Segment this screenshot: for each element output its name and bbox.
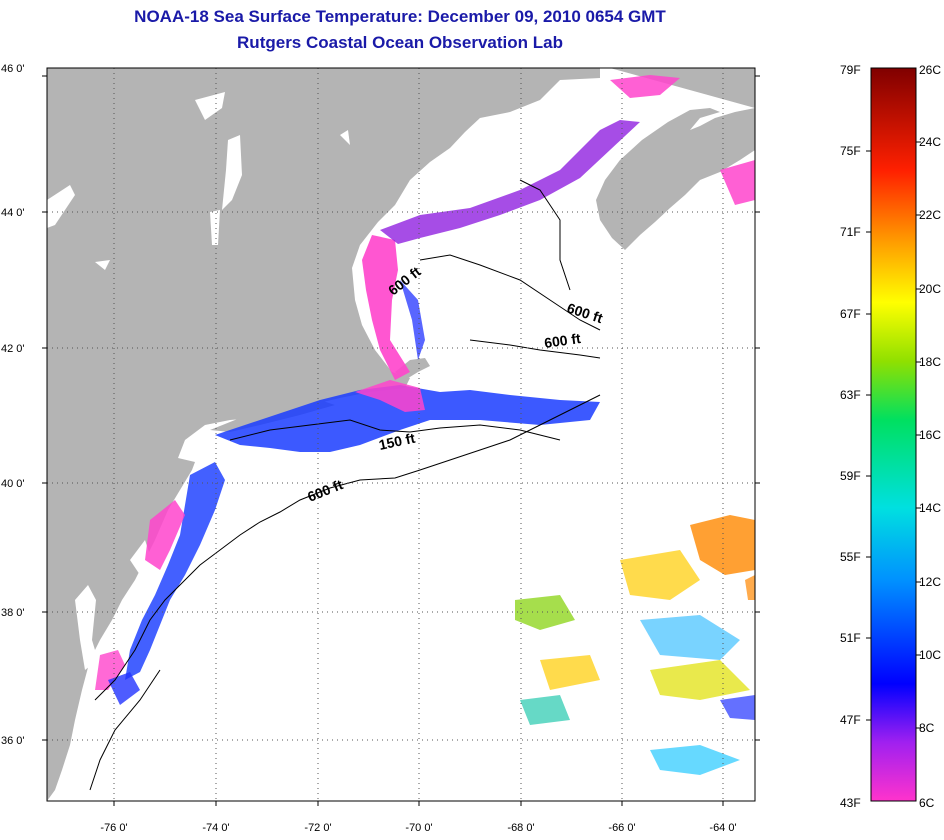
colorbar-c-label: 24C [919,135,941,149]
colorbar-c-label: 26C [919,63,941,77]
colorbar-f-label: 55F [840,550,861,564]
lat-label: 44 0' [1,207,25,219]
sst-pink-nj [145,500,185,570]
land-us-coast [47,68,600,801]
contour-600ft [469,339,601,359]
lake [222,135,242,210]
sst-warm-patch [650,745,740,775]
sst-warm-patch [640,615,740,660]
colorbar-ticks [866,141,921,729]
colorbar-c-label: 12C [919,575,941,589]
sst-warm-patch [650,660,750,700]
contour-600ft [519,179,571,291]
colorbar-f-label: 71F [840,225,861,239]
lon-label: -64 0' [709,822,736,834]
colorbar-c-label: 14C [919,501,941,515]
lat-label: 40 0' [1,478,25,490]
lake [47,185,75,228]
colorbar-c-label: 20C [919,282,941,296]
sst-pink-scotian [720,160,755,205]
lon-label: -68 0' [507,822,534,834]
sst-pink-maine [610,75,680,98]
sst-blue-shelf [215,385,600,452]
colorbar-c-label: 22C [919,208,941,222]
contour-600ft [89,669,161,791]
lat-label: 42 0' [1,343,25,355]
sst-warm-patch [520,695,570,725]
colorbar-f-label: 75F [840,144,861,158]
chesapeake-bay [75,585,98,670]
sst-warm-patch [515,595,575,630]
sst-blue-nj [125,462,225,680]
delaware-bay [130,540,150,575]
lon-label: -66 0' [608,822,635,834]
lat-label: 38 0' [1,607,25,619]
lat-label: 36 0' [1,735,25,747]
colorbar [870,67,917,802]
colorbar-f-label: 63F [840,388,861,402]
sst-purple-gom [380,120,640,244]
colorbar-f-label: 59F [840,469,861,483]
sst-warm-patch [745,575,755,600]
lon-label: -70 0' [405,822,432,834]
contour-150ft [229,419,561,441]
land-nova-scotia [596,68,755,250]
map-frame [46,67,756,802]
lat-label: 46 0' [1,63,25,75]
contour-label: 150 ft [377,430,416,453]
lake [210,210,220,245]
lon-label: -76 0' [100,822,127,834]
contour-label: 600 ft [543,330,582,351]
sst-warm-patch [620,550,700,600]
sst-blue-gom [400,280,425,360]
lon-label: -72 0' [304,822,331,834]
sst-warm-patch [540,655,600,690]
colorbar-c-label: 16C [919,428,941,442]
colorbar-f-label: 43F [840,796,861,810]
lon-label: -74 0' [202,822,229,834]
colorbar-c-label: 8C [919,721,935,735]
colorbar-c-label: 10C [919,648,941,662]
colorbar-f-label: 67F [840,307,861,321]
tick-marks [42,75,760,806]
contour-600ft [419,254,601,331]
sst-warm-patch [690,515,755,575]
lake [95,260,110,270]
grid-lines [47,68,755,801]
sst-warm-patch [720,695,755,720]
sst-blue-va [108,672,140,705]
sst-pink-va [95,650,125,690]
map-subtitle: Rutgers Coastal Ocean Observation Lab [237,33,563,52]
map-title: NOAA-18 Sea Surface Temperature: Decembe… [134,7,666,26]
contour-600ft [94,394,601,701]
sst-pink-shelf [355,380,425,412]
colorbar-c-label: 6C [919,796,935,810]
colorbar-f-label: 51F [840,631,861,645]
colorbar-c-label: 18C [919,355,941,369]
lake [340,130,350,145]
lake [195,92,225,120]
colorbar-f-label: 47F [840,713,861,727]
colorbar-f-label: 79F [840,63,861,77]
sst-pink-coastal [362,235,410,380]
